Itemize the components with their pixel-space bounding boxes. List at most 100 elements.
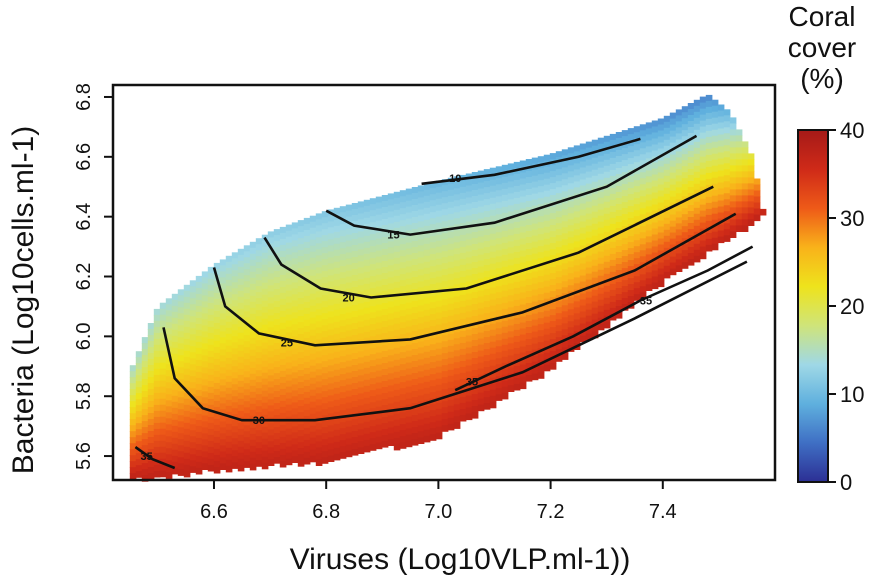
heatmap-cell xyxy=(453,296,461,303)
heatmap-cell xyxy=(249,337,257,345)
heatmap-cell xyxy=(159,338,167,346)
heatmap-cell xyxy=(249,451,257,459)
heatmap-cell xyxy=(363,307,371,315)
heatmap-cell xyxy=(387,379,395,386)
heatmap-cell xyxy=(651,192,659,200)
heatmap-cell xyxy=(297,412,305,419)
heatmap-cell xyxy=(279,268,287,276)
heatmap-cell xyxy=(693,177,701,185)
heatmap-cell xyxy=(429,200,437,207)
heatmap-cell xyxy=(495,172,503,179)
heatmap-cell xyxy=(459,396,467,404)
heatmap-cell xyxy=(393,431,401,439)
heatmap-cell xyxy=(225,327,233,335)
heatmap-cell xyxy=(213,442,221,450)
heatmap-cell xyxy=(519,232,527,240)
heatmap-cell xyxy=(489,359,497,367)
heatmap-cell xyxy=(195,287,203,295)
heatmap-cell xyxy=(369,222,377,229)
heatmap-cell xyxy=(645,194,653,201)
heatmap-cell xyxy=(387,319,395,326)
heatmap-cell xyxy=(645,152,653,159)
heatmap-cell xyxy=(615,174,623,181)
heatmap-cell xyxy=(339,452,347,459)
heatmap-cell xyxy=(627,248,635,255)
heatmap-cell xyxy=(315,237,323,244)
heatmap-cell xyxy=(543,322,551,330)
heatmap-cell xyxy=(165,340,173,347)
heatmap-cell xyxy=(459,324,467,332)
heatmap-cell xyxy=(279,370,287,378)
x-tick-label: 7.4 xyxy=(649,501,677,523)
heatmap-cell xyxy=(285,224,293,232)
heatmap-cell xyxy=(375,220,383,228)
heatmap-cell xyxy=(615,210,623,217)
heatmap-cell xyxy=(417,317,425,324)
heatmap-cell xyxy=(207,314,215,322)
heatmap-cell xyxy=(201,397,209,404)
heatmap-cell xyxy=(315,261,323,268)
heatmap-cell xyxy=(489,395,497,403)
heatmap-cell xyxy=(243,449,251,456)
heatmap-cell xyxy=(141,391,149,398)
heatmap-cell xyxy=(435,354,443,362)
heatmap-cell xyxy=(279,244,287,252)
heatmap-cell xyxy=(519,196,527,204)
heatmap-cell xyxy=(375,412,383,420)
heatmap-cell xyxy=(621,292,629,299)
heatmap-cell xyxy=(327,299,335,306)
heatmap-cell xyxy=(255,268,263,275)
heatmap-cell xyxy=(513,317,521,325)
heatmap-cell xyxy=(171,317,179,325)
heatmap-cell xyxy=(525,225,533,232)
heatmap-cell xyxy=(621,244,629,251)
heatmap-cell xyxy=(297,238,305,245)
heatmap-cell xyxy=(243,335,251,342)
heatmap-cell xyxy=(339,278,347,285)
heatmap-cell xyxy=(483,403,491,410)
heatmap-cell xyxy=(459,240,467,248)
heatmap-cell xyxy=(453,368,461,375)
heatmap-cell xyxy=(519,334,527,342)
heatmap-cell xyxy=(555,301,563,308)
heatmap-cell xyxy=(129,437,137,444)
heatmap-cell xyxy=(429,380,437,387)
heatmap-cell xyxy=(447,381,455,389)
heatmap-cell xyxy=(597,215,605,223)
heatmap-cell xyxy=(189,334,197,341)
heatmap-cell xyxy=(621,298,629,305)
heatmap-cell xyxy=(537,318,545,325)
heatmap-cell xyxy=(681,220,689,227)
heatmap-cell xyxy=(309,245,317,253)
heatmap-cell xyxy=(543,190,551,198)
heatmap-cell xyxy=(645,272,653,279)
heatmap-cell xyxy=(363,229,371,237)
heatmap-cell xyxy=(417,263,425,270)
contour-label: 25 xyxy=(281,337,293,349)
heatmap-cell xyxy=(321,439,329,446)
heatmap-cell xyxy=(585,207,593,215)
heatmap-cell xyxy=(387,205,395,212)
heatmap-cell xyxy=(453,188,461,195)
heatmap-cell xyxy=(357,213,365,220)
heatmap-cell xyxy=(489,179,497,187)
heatmap-cell xyxy=(549,267,557,274)
heatmap-cell xyxy=(219,439,227,446)
heatmap-cell xyxy=(447,309,455,317)
heatmap-cell xyxy=(279,346,287,354)
heatmap-cell xyxy=(495,370,503,377)
heatmap-cell xyxy=(351,269,359,276)
heatmap-cell xyxy=(441,191,449,198)
heatmap-cell xyxy=(543,316,551,324)
heatmap-cell xyxy=(555,205,563,212)
heatmap-cell xyxy=(483,271,491,278)
heatmap-cell xyxy=(177,361,185,368)
heatmap-cell xyxy=(567,159,575,166)
heatmap-cell xyxy=(723,187,731,194)
heatmap-cell xyxy=(573,169,581,176)
heatmap-cell xyxy=(465,179,473,187)
heatmap-cell xyxy=(675,217,683,224)
heatmap-cell xyxy=(363,433,371,441)
heatmap-cell xyxy=(177,439,185,446)
heatmap-cell xyxy=(165,394,173,401)
